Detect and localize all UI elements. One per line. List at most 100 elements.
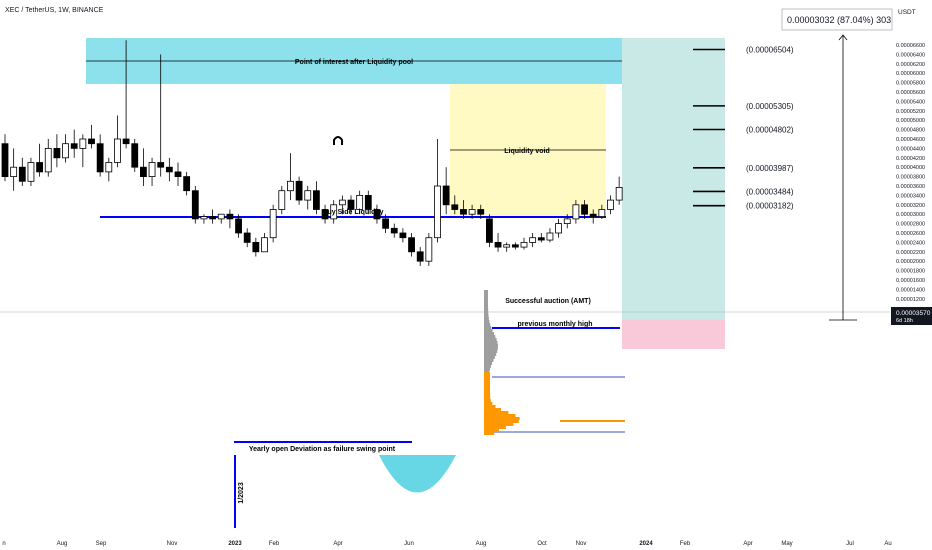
candle-body [96,143,104,173]
volume-profile-bar [484,375,490,378]
price-tick: 0.00006200 [896,62,925,68]
candle-body [425,237,433,262]
last-price-badge [891,307,932,325]
volume-profile-bar [484,390,491,393]
candle-body [243,232,251,243]
time-tick: Jul [846,541,854,547]
target-zone [622,38,725,320]
volume-profile-bar [484,426,506,429]
candle-body [607,199,614,210]
candle-body [122,138,130,145]
time-tick: Feb [269,541,280,547]
candle-body [416,251,424,262]
target-level-label: (0.00003987) [746,164,794,173]
volume-profile-bar [484,344,498,347]
volume-profile-bar [484,387,491,390]
candle-body [555,223,562,234]
time-tick: Sep [96,541,107,547]
volume-profile-bar [484,359,494,362]
candle-body [390,227,398,234]
measure-arrow-icon [838,34,848,41]
time-tick: Au [884,541,891,547]
candle-body [183,176,191,192]
time-tick: 2024 [639,541,653,547]
candle-body [399,232,407,239]
candle-body [511,244,519,248]
candle-body [165,166,173,173]
volume-profile-bar [484,372,490,375]
candle-body [537,237,545,241]
last-price-value: 0.00003570 [896,310,931,317]
candle-body [598,209,606,217]
volume-profile-bar [484,432,495,435]
candle-body [27,162,35,182]
candle-body [434,185,441,239]
vertical-date-label: 1/2023 [238,482,245,504]
volume-profile-bar [484,311,489,314]
price-tick: 0.00004400 [896,146,925,152]
volume-profile-bar [484,399,491,402]
symbol-title: XEC / TetherUS, 1W, BINANCE [5,7,104,14]
target-level-label: (0.00004802) [746,126,794,135]
volume-profile-bar [484,293,489,296]
candle-body [174,171,182,177]
candle-body [563,218,571,224]
candle-body [1,143,9,177]
candle-body [105,162,113,173]
stop-zone [622,320,725,349]
candle-body [304,190,312,201]
volume-profile-bar [484,320,490,323]
candle-body [36,162,43,173]
liquidity-void-label: Liquidity void [504,148,550,155]
price-tick: 0.00001800 [896,269,925,275]
candle-body [44,147,52,173]
candle-body [114,138,121,163]
price-tick: 0.00004200 [896,156,925,162]
price-tick: 0.00002600 [896,231,925,237]
volume-profile-bar [484,338,497,341]
candle-body [10,166,18,177]
price-tick: 0.00003200 [896,203,925,209]
volume-profile-bar [484,347,498,350]
volume-profile-bar [484,393,491,396]
volume-profile-bar [484,402,493,405]
candle-body [477,209,485,215]
volume-profile-bar [484,317,489,320]
candle-body [235,218,242,234]
time-axis[interactable] [0,534,932,550]
candle-body [451,204,459,210]
candle-body [217,213,225,220]
volume-profile-bar [484,314,489,317]
volume-profile-bar [484,350,498,353]
price-tick: 0.00003400 [896,193,925,199]
price-tick: 0.00005400 [896,99,925,105]
candle-body [485,218,493,243]
volume-profile-bar [484,420,519,423]
candle-body [615,187,623,201]
volume-profile-bar [484,381,491,384]
volume-profile-bar [484,305,489,308]
candle-body [70,143,78,149]
candle-body [347,199,355,210]
candle-body [373,209,381,220]
time-tick: n [2,541,5,547]
price-tick: 0.00004600 [896,137,925,143]
price-tick: 0.00002200 [896,250,925,256]
candle-body [382,218,390,229]
price-tick: 0.00005600 [896,90,925,96]
plot-area[interactable] [0,0,890,534]
candle-body [494,241,502,248]
price-tick: 0.00004800 [896,128,925,134]
volume-profile-bar [484,384,491,387]
volume-profile-bar [484,332,494,335]
price-tick: 0.00005200 [896,109,925,115]
candle-body [200,216,208,220]
candle-body [356,194,364,210]
candle-body [460,209,467,215]
candle-body [209,216,217,220]
price-tick: 0.00006000 [896,71,925,77]
price-axis[interactable] [890,0,932,534]
price-tick: 0.00003800 [896,175,925,181]
candle-body [442,185,450,206]
